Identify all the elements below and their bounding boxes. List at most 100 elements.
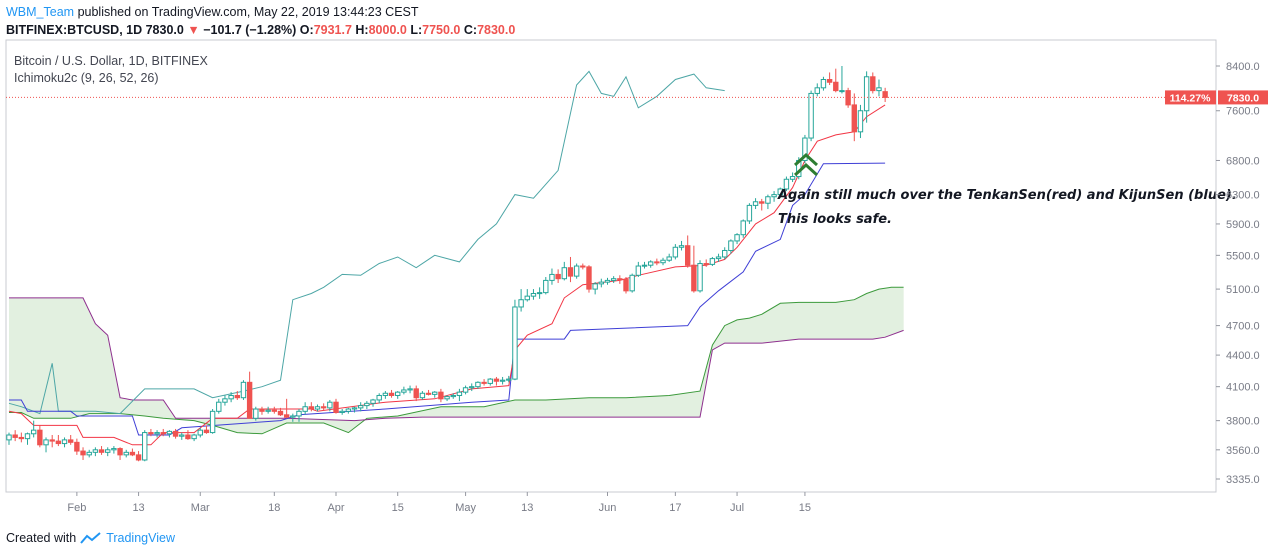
candle-body [185, 434, 191, 440]
x-tick-label: 13 [521, 502, 533, 514]
candle [672, 244, 679, 260]
candle-body [302, 406, 308, 412]
candle-body [18, 436, 25, 440]
candle [357, 402, 364, 412]
author-link[interactable]: WBM_Team [6, 5, 75, 19]
candle-body [432, 391, 438, 395]
candle-body [623, 279, 629, 292]
candle [857, 104, 864, 139]
ohlc-bar: BITFINEX:BTCUSD, 1D 7830.0 ▼ −101.7 (−1.… [6, 23, 515, 37]
candle [364, 401, 370, 410]
candle [222, 395, 228, 406]
candle-body [697, 263, 703, 292]
x-tick-label: Jun [599, 502, 617, 514]
candle [401, 386, 407, 395]
annotation-text: This looks safe. [778, 212, 892, 227]
candle-body [629, 274, 635, 292]
last-price-tag-label: 7830.0 [1227, 92, 1259, 104]
x-tick-label: 18 [268, 502, 280, 514]
candle [234, 391, 240, 400]
candle [61, 437, 68, 448]
candle [740, 219, 746, 238]
x-tick-label: 13 [132, 502, 144, 514]
candle [573, 263, 580, 279]
x-tick-label: 15 [799, 502, 811, 514]
candle [882, 87, 888, 103]
candle [771, 191, 777, 202]
candle-body [37, 429, 43, 446]
candle-body [401, 389, 407, 393]
candle-body [129, 451, 136, 456]
candle [37, 425, 43, 448]
high-value: 8000.0 [368, 23, 407, 37]
candle [166, 430, 173, 438]
candle-body [259, 408, 265, 412]
chart-title: Bitcoin / U.S. Dollar, 1D, BITFINEX [14, 54, 208, 68]
candle-body [80, 450, 86, 456]
candle [715, 253, 722, 262]
candle [148, 428, 154, 437]
candle-body [641, 264, 648, 267]
candle [74, 438, 80, 455]
candle [629, 273, 635, 293]
candle [469, 383, 475, 392]
candle-body [283, 414, 290, 418]
candle-body [481, 381, 487, 384]
candle [641, 261, 648, 269]
publish-info: WBM_Team published on TradingView.com, M… [6, 5, 419, 19]
candle [530, 289, 537, 300]
candle-body [179, 434, 185, 437]
candle-body [610, 278, 617, 281]
candle [388, 389, 395, 398]
candle-body [777, 188, 783, 196]
candle-body [759, 201, 765, 204]
candle-body [561, 267, 567, 280]
x-tick-label: Feb [67, 502, 86, 514]
candle [654, 258, 660, 266]
candle-body [253, 408, 259, 419]
candle-body [154, 432, 160, 435]
candle [179, 432, 185, 440]
low-label: L: [410, 23, 423, 37]
candle-body [388, 392, 395, 396]
candle [271, 406, 278, 414]
candle-body [728, 240, 734, 251]
candle-body [240, 381, 247, 399]
candle-body [61, 439, 68, 445]
candle [49, 434, 55, 448]
candle-body [752, 201, 759, 206]
candle [647, 260, 654, 268]
x-tick-label: 15 [392, 502, 404, 514]
candle-body [438, 391, 444, 400]
candle [685, 235, 691, 268]
candle-body [92, 449, 99, 453]
candle-body [857, 110, 864, 133]
candle [814, 83, 820, 97]
candle [863, 71, 870, 123]
y-tick-label: 6800.0 [1226, 155, 1260, 167]
candle-body [592, 283, 598, 290]
candle [160, 428, 166, 437]
candle [518, 289, 524, 312]
candle [425, 389, 432, 396]
chevron-up-icon [793, 162, 819, 177]
ichimoku-lines [8, 70, 904, 446]
candle-body [746, 204, 753, 222]
percent-label: 114.27% [1170, 92, 1212, 104]
candle-body [493, 378, 500, 382]
candle [135, 451, 142, 462]
candle-body [444, 396, 450, 400]
candle [839, 66, 845, 94]
candle-body [549, 273, 555, 281]
candle-body [475, 381, 481, 388]
candle [617, 275, 623, 284]
candle [438, 388, 444, 403]
candle-body [536, 292, 543, 295]
tradingview-brand[interactable]: TradingView [106, 531, 175, 545]
candle [783, 176, 790, 192]
candle-body [222, 398, 228, 403]
candle-body [166, 430, 173, 435]
candle-body [123, 451, 129, 456]
candle [92, 447, 99, 457]
